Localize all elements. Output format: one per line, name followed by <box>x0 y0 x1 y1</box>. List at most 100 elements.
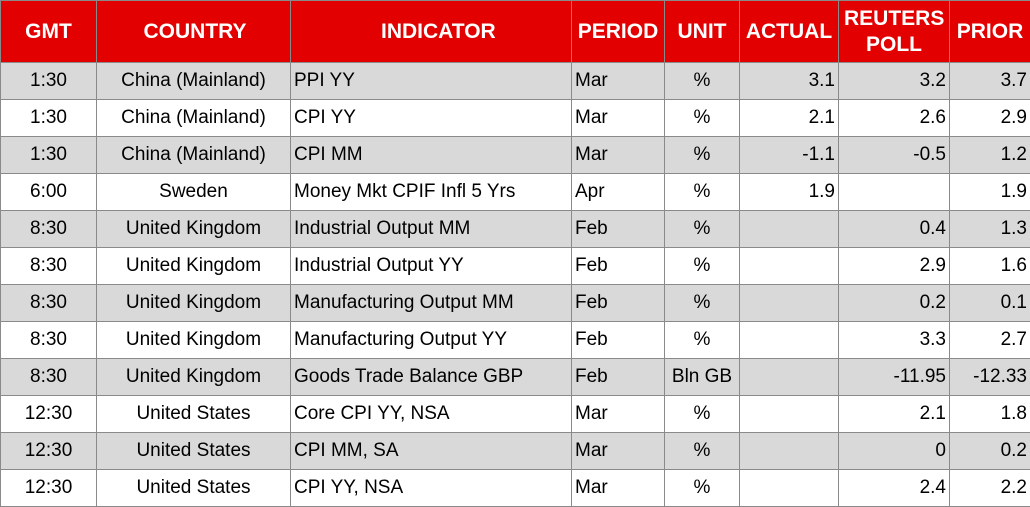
table-cell: -12.33 <box>950 359 1030 396</box>
header-label: PRIOR <box>957 19 1024 45</box>
cell-text: 6:00 <box>30 181 67 202</box>
cell-text: United Kingdom <box>126 366 261 387</box>
table-cell: 8:30 <box>1 285 97 322</box>
table-cell: 1.8 <box>950 396 1030 433</box>
cell-text: Core CPI YY, NSA <box>294 403 450 424</box>
table-cell: Feb <box>572 322 665 359</box>
table-cell: United States <box>97 470 291 507</box>
table-cell <box>740 359 839 396</box>
cell-text: 1:30 <box>30 144 67 165</box>
header-label: GMT <box>25 19 72 45</box>
table-cell <box>740 248 839 285</box>
cell-text: Goods Trade Balance GBP <box>294 366 523 387</box>
table-cell: -1.1 <box>740 137 839 174</box>
table-cell: Mar <box>572 63 665 100</box>
cell-text: 0.2 <box>920 292 946 313</box>
header-cell: PRIOR <box>950 1 1030 63</box>
table-cell: Mar <box>572 137 665 174</box>
cell-text: 12:30 <box>25 440 73 461</box>
table-cell: 0.2 <box>839 285 950 322</box>
table-cell: 0.1 <box>950 285 1030 322</box>
table-cell: 2.4 <box>839 470 950 507</box>
cell-text: % <box>694 477 711 498</box>
table-cell: United States <box>97 433 291 470</box>
cell-text: Feb <box>575 329 608 350</box>
table-cell: % <box>665 285 740 322</box>
cell-text: -1.1 <box>802 144 835 165</box>
table-cell: 3.7 <box>950 63 1030 100</box>
table-cell: 8:30 <box>1 322 97 359</box>
table-cell: CPI YY <box>291 100 572 137</box>
table-cell: Mar <box>572 433 665 470</box>
cell-text: 1:30 <box>30 70 67 91</box>
cell-text: % <box>694 70 711 91</box>
cell-text: 1.6 <box>1001 255 1027 276</box>
table-cell: China (Mainland) <box>97 100 291 137</box>
cell-text: Feb <box>575 366 608 387</box>
table-cell: 1.2 <box>950 137 1030 174</box>
cell-text: 2.9 <box>920 255 946 276</box>
cell-text: Sweden <box>159 181 228 202</box>
cell-text: 3.3 <box>920 329 946 350</box>
cell-text: Mar <box>575 403 608 424</box>
cell-text: United Kingdom <box>126 292 261 313</box>
header-cell: ACTUAL <box>740 1 839 63</box>
table-cell: Manufacturing Output YY <box>291 322 572 359</box>
cell-text: 2.1 <box>809 107 835 128</box>
table-cell: 2.7 <box>950 322 1030 359</box>
header-cell: GMT <box>1 1 97 63</box>
table-cell: % <box>665 174 740 211</box>
cell-text: CPI YY, NSA <box>294 477 403 498</box>
table-cell <box>740 433 839 470</box>
cell-text: Manufacturing Output MM <box>294 292 514 313</box>
table-cell: 6:00 <box>1 174 97 211</box>
table-cell: CPI MM <box>291 137 572 174</box>
table-cell: CPI YY, NSA <box>291 470 572 507</box>
table-cell: 8:30 <box>1 211 97 248</box>
cell-text: 2.1 <box>920 403 946 424</box>
table-cell: % <box>665 63 740 100</box>
cell-text: 1.8 <box>1001 403 1027 424</box>
table-cell: Industrial Output MM <box>291 211 572 248</box>
table-cell: % <box>665 248 740 285</box>
table-cell: China (Mainland) <box>97 63 291 100</box>
table-cell: 0 <box>839 433 950 470</box>
table-cell: Money Mkt CPIF Infl 5 Yrs <box>291 174 572 211</box>
cell-text: China (Mainland) <box>121 70 266 91</box>
cell-text: -12.33 <box>973 366 1027 387</box>
cell-text: 2.2 <box>1001 477 1027 498</box>
cell-text: Mar <box>575 477 608 498</box>
cell-text: 0.1 <box>1001 292 1027 313</box>
cell-text: Industrial Output MM <box>294 218 470 239</box>
table-cell: % <box>665 396 740 433</box>
cell-text: 1.9 <box>809 181 835 202</box>
table-cell: CPI MM, SA <box>291 433 572 470</box>
table-cell: Mar <box>572 100 665 137</box>
table-cell: United Kingdom <box>97 322 291 359</box>
cell-text: 1.2 <box>1001 144 1027 165</box>
cell-text: 1.3 <box>1001 218 1027 239</box>
table-cell: Sweden <box>97 174 291 211</box>
cell-text: % <box>694 255 711 276</box>
cell-text: 0.4 <box>920 218 946 239</box>
table-cell: 1:30 <box>1 63 97 100</box>
table-cell: Feb <box>572 359 665 396</box>
cell-text: CPI MM <box>294 144 363 165</box>
table-cell: 2.1 <box>740 100 839 137</box>
header-label: ACTUAL <box>746 19 832 45</box>
cell-text: 3.2 <box>920 70 946 91</box>
table-cell: 2.9 <box>839 248 950 285</box>
cell-text: % <box>694 440 711 461</box>
cell-text: Mar <box>575 440 608 461</box>
table-cell: % <box>665 100 740 137</box>
table-cell: 3.2 <box>839 63 950 100</box>
cell-text: % <box>694 181 711 202</box>
